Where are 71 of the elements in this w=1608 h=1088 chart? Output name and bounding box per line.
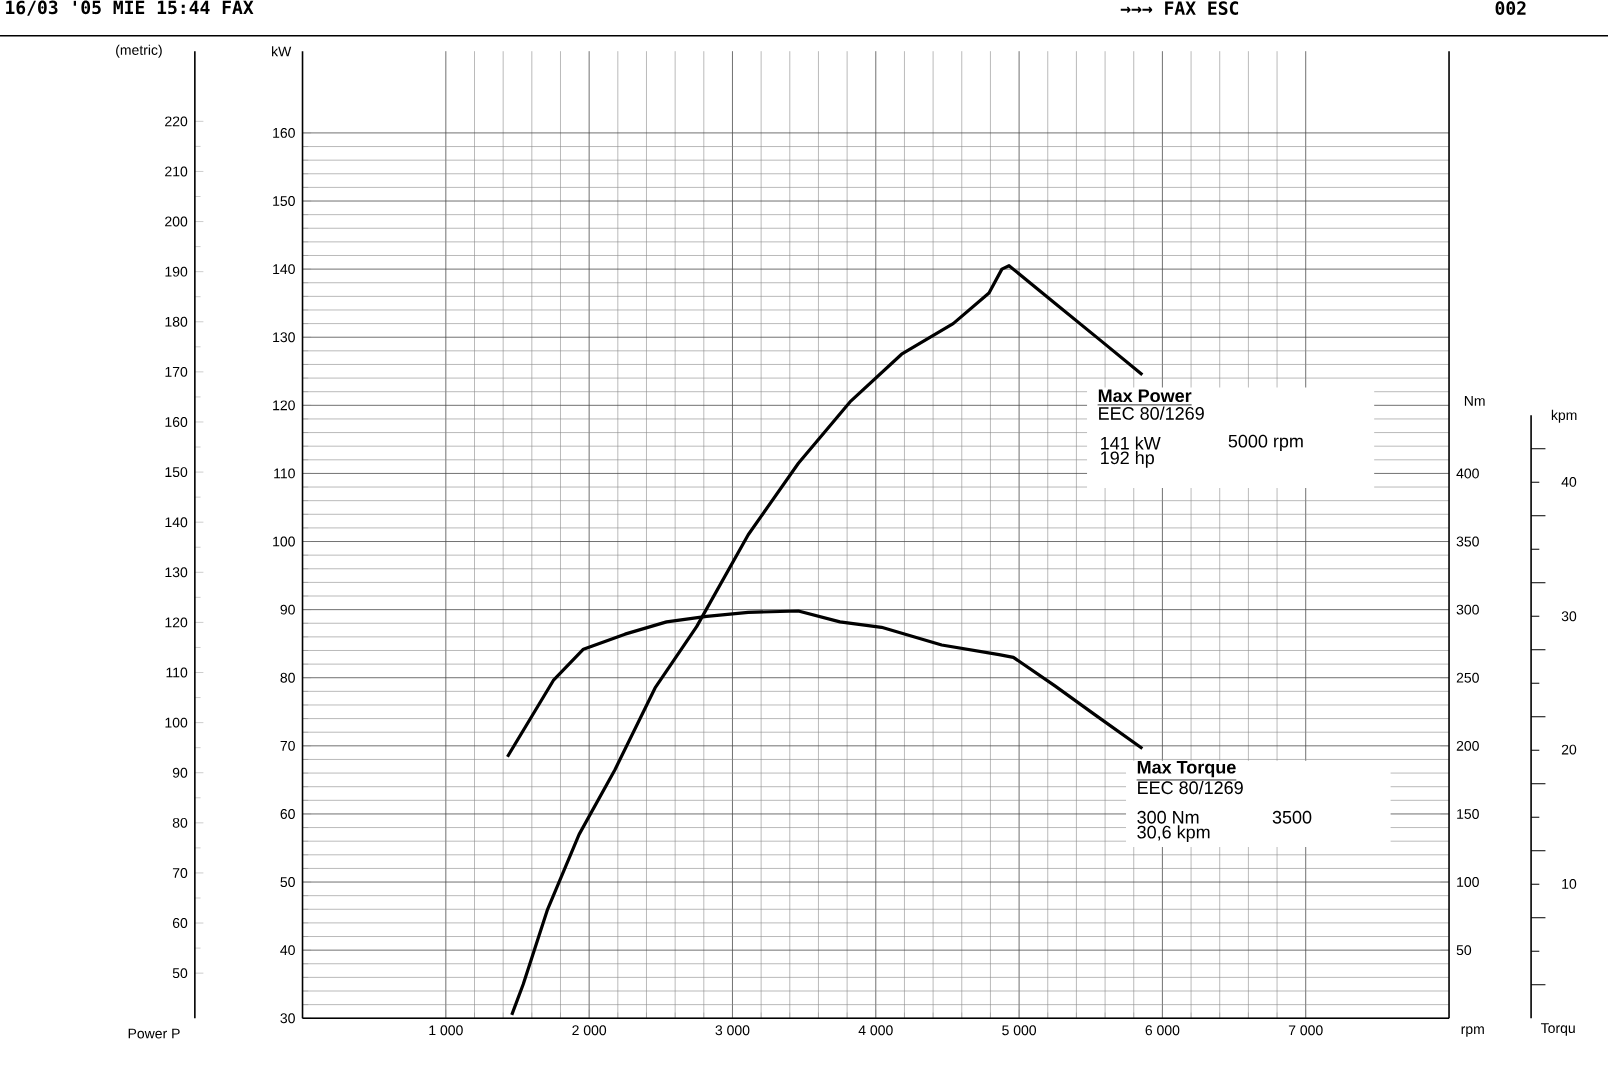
y-tick-label: 60	[280, 809, 295, 819]
y-tick-label: 110	[274, 468, 295, 479]
y-tick-label: 140	[273, 264, 295, 275]
y2-tick-label: 50	[1456, 945, 1472, 956]
y3-tick-label: 90	[172, 767, 188, 778]
y-tick-label: 150	[273, 196, 295, 206]
x-tick-label: 5 000	[1002, 1025, 1037, 1036]
text: 16/03 '05 MIE 15:44 FAX	[6, 0, 254, 16]
text: 002	[1495, 1, 1526, 15]
x-tick-label: 6 000	[1145, 1025, 1180, 1036]
x-tick-label: 1 000	[429, 1025, 463, 1036]
annotation: 30,6 kpm	[1137, 825, 1210, 843]
annotation: 300 Nm	[1137, 810, 1199, 824]
text: Torqu	[1540, 1023, 1575, 1036]
y2-tick-label: 250	[1456, 672, 1479, 683]
x-tick-label: 7 000	[1288, 1025, 1323, 1036]
y3-tick-label: 130	[165, 567, 188, 578]
y-tick-label: 120	[273, 400, 295, 411]
y-tick-label: 80	[280, 672, 295, 683]
y-tick-label: 100	[273, 536, 295, 547]
text: 40	[1561, 476, 1577, 487]
y-axis-title: kW	[272, 46, 292, 57]
y-tick-label: 160	[273, 127, 295, 138]
y-tick-label: 70	[280, 740, 295, 751]
x-tick-label: 4 000	[858, 1025, 893, 1036]
y3-tick-label: 100	[165, 717, 188, 728]
y3-tick-label: 210	[165, 166, 188, 177]
annotation: Max Torque	[1137, 761, 1236, 778]
text: 20	[1561, 744, 1577, 755]
y2-tick-label: 200	[1456, 740, 1479, 751]
y3-tick-label: 180	[165, 316, 188, 327]
annotation: Max Power	[1098, 389, 1192, 403]
y2-tick-label: 300	[1456, 604, 1479, 615]
annotation: 3500	[1272, 810, 1312, 824]
annotation: 192 hp	[1101, 450, 1154, 468]
text: Power P	[128, 1028, 180, 1039]
y3-tick-label: 50	[172, 968, 188, 979]
y2-tick-label: 350	[1456, 536, 1479, 547]
y-tick-label: 130	[273, 332, 295, 343]
x-tick-label: 3 000	[715, 1025, 750, 1036]
annotation: EEC 80/1269	[1099, 406, 1204, 420]
text: →→→ FAX ESC	[1120, 1, 1239, 15]
y3-tick-label: 170	[165, 366, 188, 377]
x-axis-title: rpm	[1461, 1026, 1484, 1037]
y2-tick-label: 400	[1456, 468, 1479, 479]
text: kpm	[1551, 409, 1577, 423]
y3-axis-title: (metric)	[116, 44, 162, 58]
y3-tick-label: 220	[165, 116, 188, 127]
x-tick-label: 2 000	[572, 1025, 607, 1036]
y3-tick-label: 140	[165, 517, 188, 528]
annotation: 5000 rpm	[1228, 434, 1303, 452]
text: 30	[1561, 611, 1577, 622]
y3-tick-label: 60	[172, 918, 188, 928]
y2-axis-title: Nm	[1464, 396, 1485, 406]
y2-tick-label: 150	[1457, 809, 1479, 819]
y3-tick-label: 190	[165, 266, 188, 277]
annotation: EEC 80/1269	[1138, 780, 1243, 795]
y2-tick-label: 100	[1457, 877, 1479, 887]
y3-tick-label: 80	[172, 817, 188, 828]
y3-tick-label: 200	[165, 216, 188, 227]
text: 10	[1562, 878, 1577, 889]
y-tick-label: 30	[280, 1013, 295, 1024]
y3-tick-label: 70	[172, 868, 188, 878]
y-tick-label: 90	[280, 604, 295, 615]
y-tick-label: 50	[280, 877, 295, 887]
y3-tick-label: 110	[166, 667, 188, 678]
y3-tick-label: 120	[165, 617, 188, 628]
y-tick-label: 40	[280, 945, 295, 956]
y3-tick-label: 160	[165, 417, 188, 427]
y3-tick-label: 150	[165, 467, 188, 478]
annotation: 141 kW	[1101, 436, 1161, 450]
